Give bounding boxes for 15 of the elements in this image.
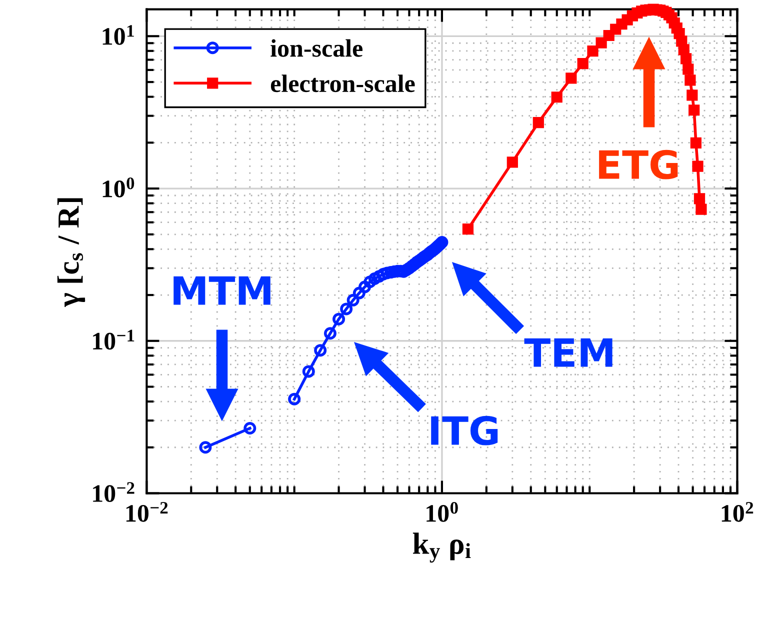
y-tick-label: 10$^{−1}$ bbox=[93, 330, 134, 350]
y-tick-label: 10$^{0}$ bbox=[102, 177, 134, 198]
x-axis-title: k$_{y}$ ρ$_{i}$ bbox=[412, 532, 471, 563]
y-axis-title: γ [c$_{s}$ / R] bbox=[57, 198, 86, 308]
annotation: ETG bbox=[599, 150, 678, 180]
x-tick-label: 10$^{2}$ bbox=[722, 502, 754, 522]
x-tick-label: 10$^{0}$ bbox=[426, 502, 458, 522]
legend-label: electron-scale bbox=[270, 74, 415, 92]
legend-label: ion-scale bbox=[270, 39, 362, 57]
annotation: ITG bbox=[431, 416, 498, 446]
y-tick-label: 10$^{1}$ bbox=[102, 25, 134, 45]
annotation: MTM bbox=[174, 276, 270, 305]
x-tick-label: 10$^{−2}$ bbox=[126, 502, 168, 522]
annotation: TEM bbox=[524, 338, 612, 367]
y-tick-label: 10$^{−2}$ bbox=[93, 482, 134, 502]
